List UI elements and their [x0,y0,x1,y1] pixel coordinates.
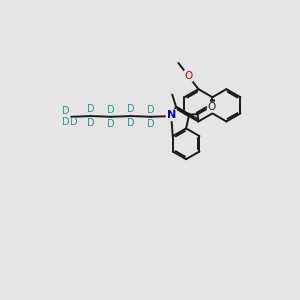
Text: D: D [107,119,115,129]
Text: D: D [62,106,70,116]
Text: D: D [147,105,155,115]
Text: N: N [167,110,176,120]
Text: O: O [184,71,193,81]
Text: N: N [167,110,176,120]
Text: D: D [70,117,78,127]
Text: D: D [147,119,155,129]
Text: D: D [107,105,115,115]
Text: D: D [128,118,135,128]
Text: O: O [207,102,216,112]
Text: D: D [87,118,95,128]
Text: O: O [184,71,193,81]
Text: D: D [128,104,135,114]
Text: D: D [87,104,95,114]
Text: D: D [62,117,70,127]
